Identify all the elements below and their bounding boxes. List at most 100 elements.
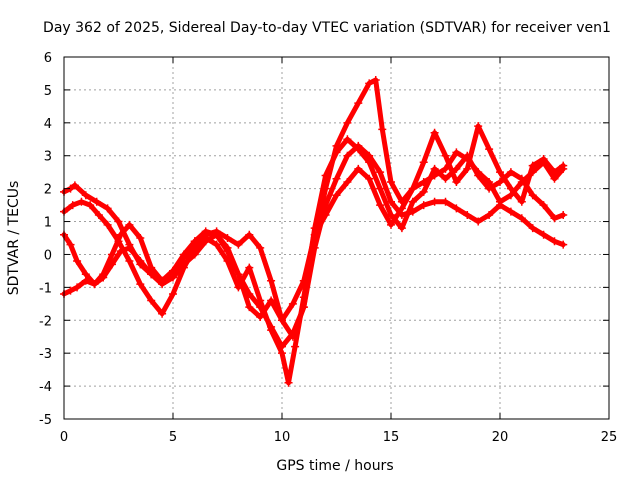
data-point: [419, 201, 428, 210]
data-point: [278, 342, 286, 351]
y-tick-label: -3: [39, 347, 52, 362]
data-point: [234, 240, 243, 249]
y-axis-label: SDTVAR / TECUs: [6, 181, 22, 296]
x-tick-label: 15: [383, 430, 400, 445]
data-point: [387, 178, 395, 187]
data-point: [136, 280, 145, 289]
data-point: [365, 174, 374, 183]
data-point: [376, 184, 385, 193]
y-tick-label: -1: [39, 281, 52, 296]
data-point: [321, 171, 330, 180]
data-point: [256, 243, 265, 252]
data-point: [441, 151, 450, 160]
data-point: [387, 197, 395, 206]
data-point: [430, 128, 439, 137]
data-point: [485, 145, 494, 154]
data-point: [354, 99, 363, 108]
data-point: [278, 316, 286, 325]
plot-frame: [63, 56, 610, 420]
data-point: [299, 303, 308, 312]
data-point: [92, 197, 101, 206]
data-point: [66, 286, 75, 295]
data-point: [136, 257, 145, 266]
data-point: [397, 204, 406, 213]
data-point: [73, 257, 82, 266]
data-point: [223, 247, 232, 256]
data-point: [114, 217, 123, 226]
data-point: [506, 168, 515, 177]
data-point: [485, 178, 494, 187]
data-point: [397, 224, 406, 233]
series-line: [61, 77, 566, 340]
data-point: [496, 168, 504, 177]
data-point: [378, 125, 387, 134]
data-point: [245, 263, 254, 272]
data-point: [474, 217, 483, 226]
data-point: [212, 240, 221, 249]
data-point: [68, 201, 77, 210]
data-point: [169, 289, 177, 298]
x-tick-label: 0: [60, 430, 68, 445]
data-point: [77, 197, 86, 206]
data-point: [463, 164, 472, 173]
data-point: [332, 174, 341, 183]
data-point: [559, 164, 568, 173]
data-point: [539, 201, 548, 210]
data-point: [81, 191, 90, 200]
data-point: [365, 151, 374, 160]
data-point: [66, 240, 75, 249]
data-point: [408, 197, 417, 206]
grid-lines: [64, 57, 609, 419]
data-point: [371, 76, 380, 85]
y-tick-label: -2: [39, 314, 52, 329]
data-point: [528, 191, 537, 200]
data-point: [463, 155, 472, 164]
data-point: [288, 329, 297, 338]
data-point: [343, 151, 352, 160]
data-point: [201, 227, 210, 236]
data-point: [147, 263, 156, 272]
data-point: [136, 234, 145, 242]
data-point: [223, 234, 232, 242]
data-point: [485, 210, 494, 219]
data-point: [539, 158, 548, 167]
data-point: [190, 237, 199, 246]
data-point: [419, 178, 428, 187]
data-point: [99, 270, 108, 279]
data-point: [496, 178, 504, 187]
data-point: [70, 181, 79, 190]
data-point: [107, 250, 116, 259]
data-point: [288, 299, 297, 308]
y-tick-label: 5: [44, 84, 52, 99]
data-point: [441, 174, 450, 183]
data-point: [452, 178, 461, 187]
data-point: [430, 197, 439, 206]
data-point: [321, 210, 330, 219]
data-point: [376, 201, 385, 210]
y-tick-label: 1: [44, 216, 52, 231]
data-point: [452, 164, 461, 173]
y-tick-label: 4: [44, 117, 52, 132]
data-point: [116, 230, 125, 239]
data-point: [125, 243, 134, 252]
data-point: [284, 378, 293, 387]
data-point: [559, 240, 568, 249]
data-point: [190, 250, 199, 259]
data-point: [387, 220, 395, 229]
data-point: [81, 276, 90, 285]
data-point: [158, 276, 167, 285]
data-point: [441, 197, 450, 206]
data-point: [291, 342, 300, 351]
data-point: [234, 270, 243, 279]
data-point: [332, 191, 341, 200]
data-point: [343, 178, 352, 187]
data-point: [441, 164, 450, 173]
x-axis-label: GPS time / hours: [276, 458, 393, 474]
data-point: [539, 230, 548, 239]
data-point: [299, 276, 308, 285]
data-point: [430, 171, 439, 180]
data-point: [419, 158, 428, 167]
data-point: [365, 79, 374, 88]
data-point: [179, 253, 188, 262]
data-point: [474, 122, 483, 131]
